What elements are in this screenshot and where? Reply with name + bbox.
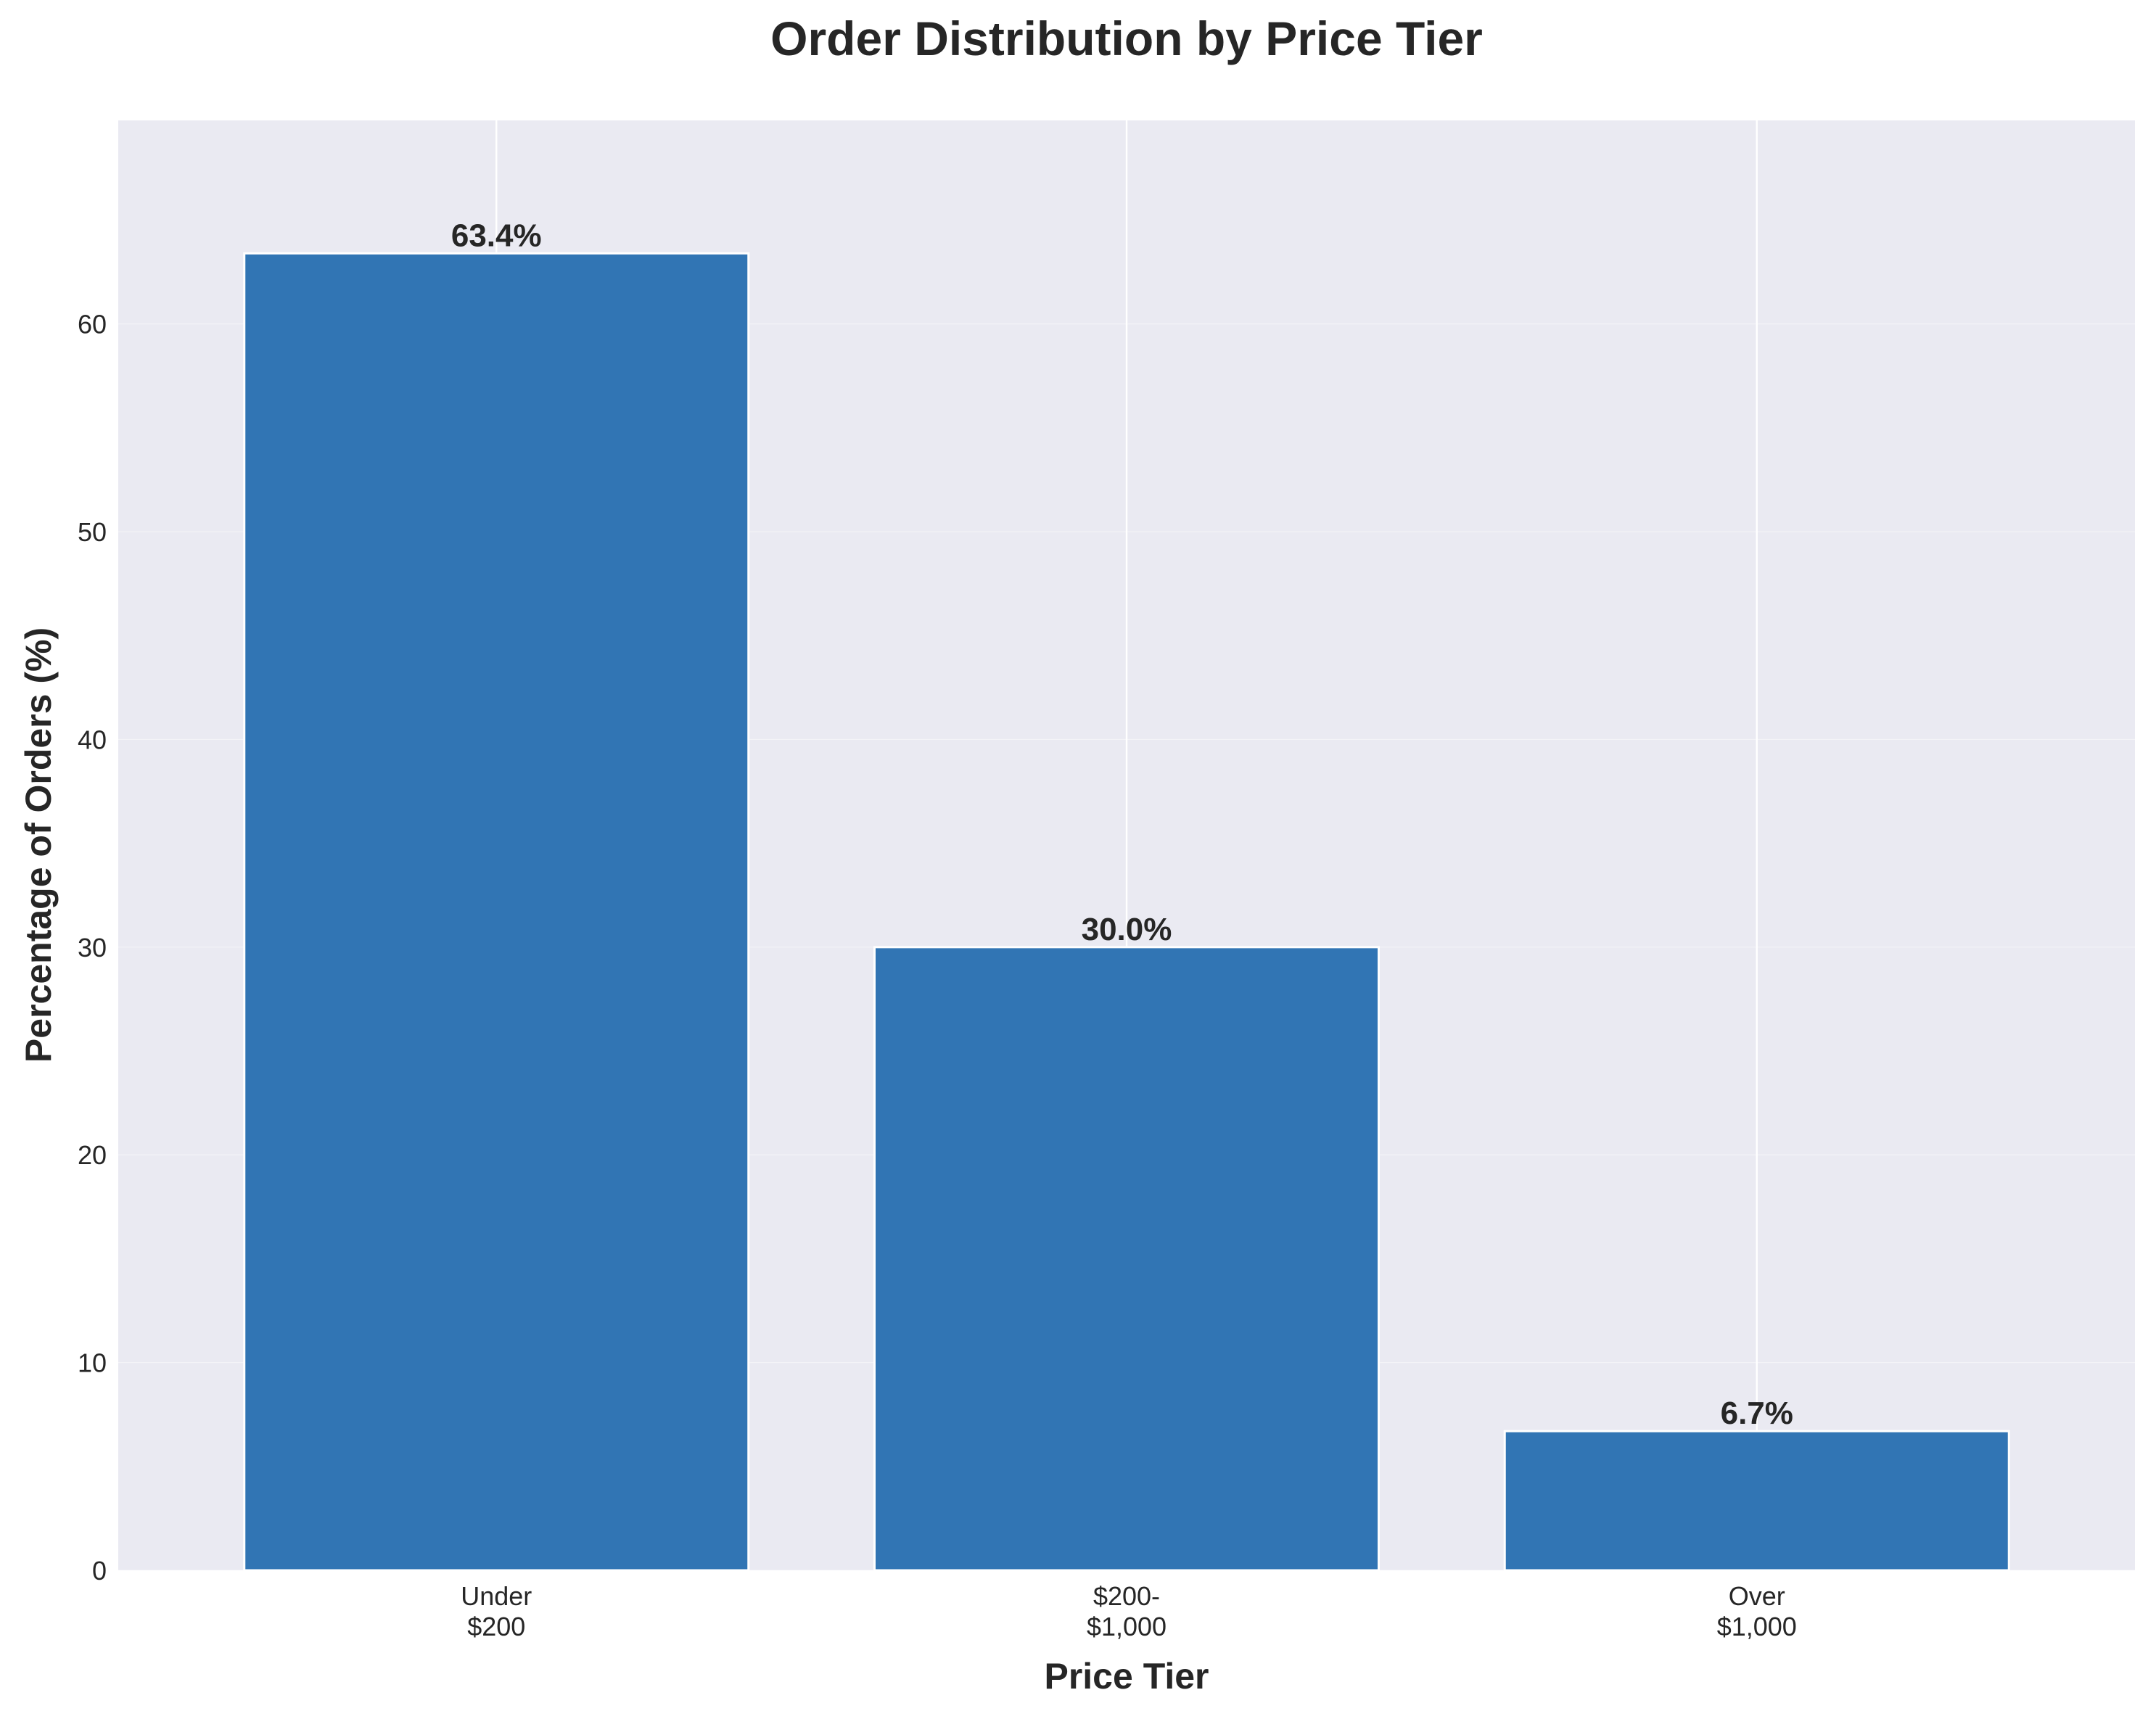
bar-1: [873, 946, 1380, 1572]
bar-2: [1503, 1430, 2010, 1572]
bar-0: [243, 252, 750, 1572]
value-labels: 63.4% 30.0% 6.7%: [451, 218, 1793, 1431]
x-tick-label-0: Under $200: [461, 1581, 532, 1641]
y-tick-label-5: 50: [78, 517, 107, 547]
y-tick-label-4: 40: [78, 725, 107, 754]
x-tick-label-line: $1,000: [1717, 1612, 1797, 1641]
y-axis-label: Percentage of Orders (%): [18, 627, 59, 1063]
y-tick-label-6: 60: [78, 310, 107, 339]
x-tick-label-2: Over $1,000: [1717, 1581, 1797, 1641]
bar-value-label-2: 6.7%: [1721, 1396, 1793, 1431]
y-tick-label-1: 10: [78, 1348, 107, 1378]
x-axis-label: Price Tier: [1044, 1656, 1209, 1697]
bars: [243, 252, 2010, 1572]
x-tick-label-line: Under: [461, 1581, 532, 1611]
y-tick-label-0: 0: [92, 1556, 107, 1586]
bar-value-label-0: 63.4%: [451, 218, 542, 253]
x-tick-label-line: $1,000: [1087, 1612, 1167, 1641]
x-tick-label-line: $200-: [1093, 1581, 1160, 1611]
y-tick-label-3: 30: [78, 933, 107, 962]
bar-value-label-1: 30.0%: [1082, 912, 1172, 947]
y-tick-labels: 0 10 20 30 40 50 60: [78, 310, 107, 1586]
y-tick-label-2: 20: [78, 1140, 107, 1170]
x-tick-label-line: $200: [467, 1612, 525, 1641]
x-tick-label-line: Over: [1729, 1581, 1785, 1611]
chart-title: Order Distribution by Price Tier: [770, 12, 1483, 65]
x-tick-label-1: $200-$1,000: [1087, 1581, 1167, 1641]
